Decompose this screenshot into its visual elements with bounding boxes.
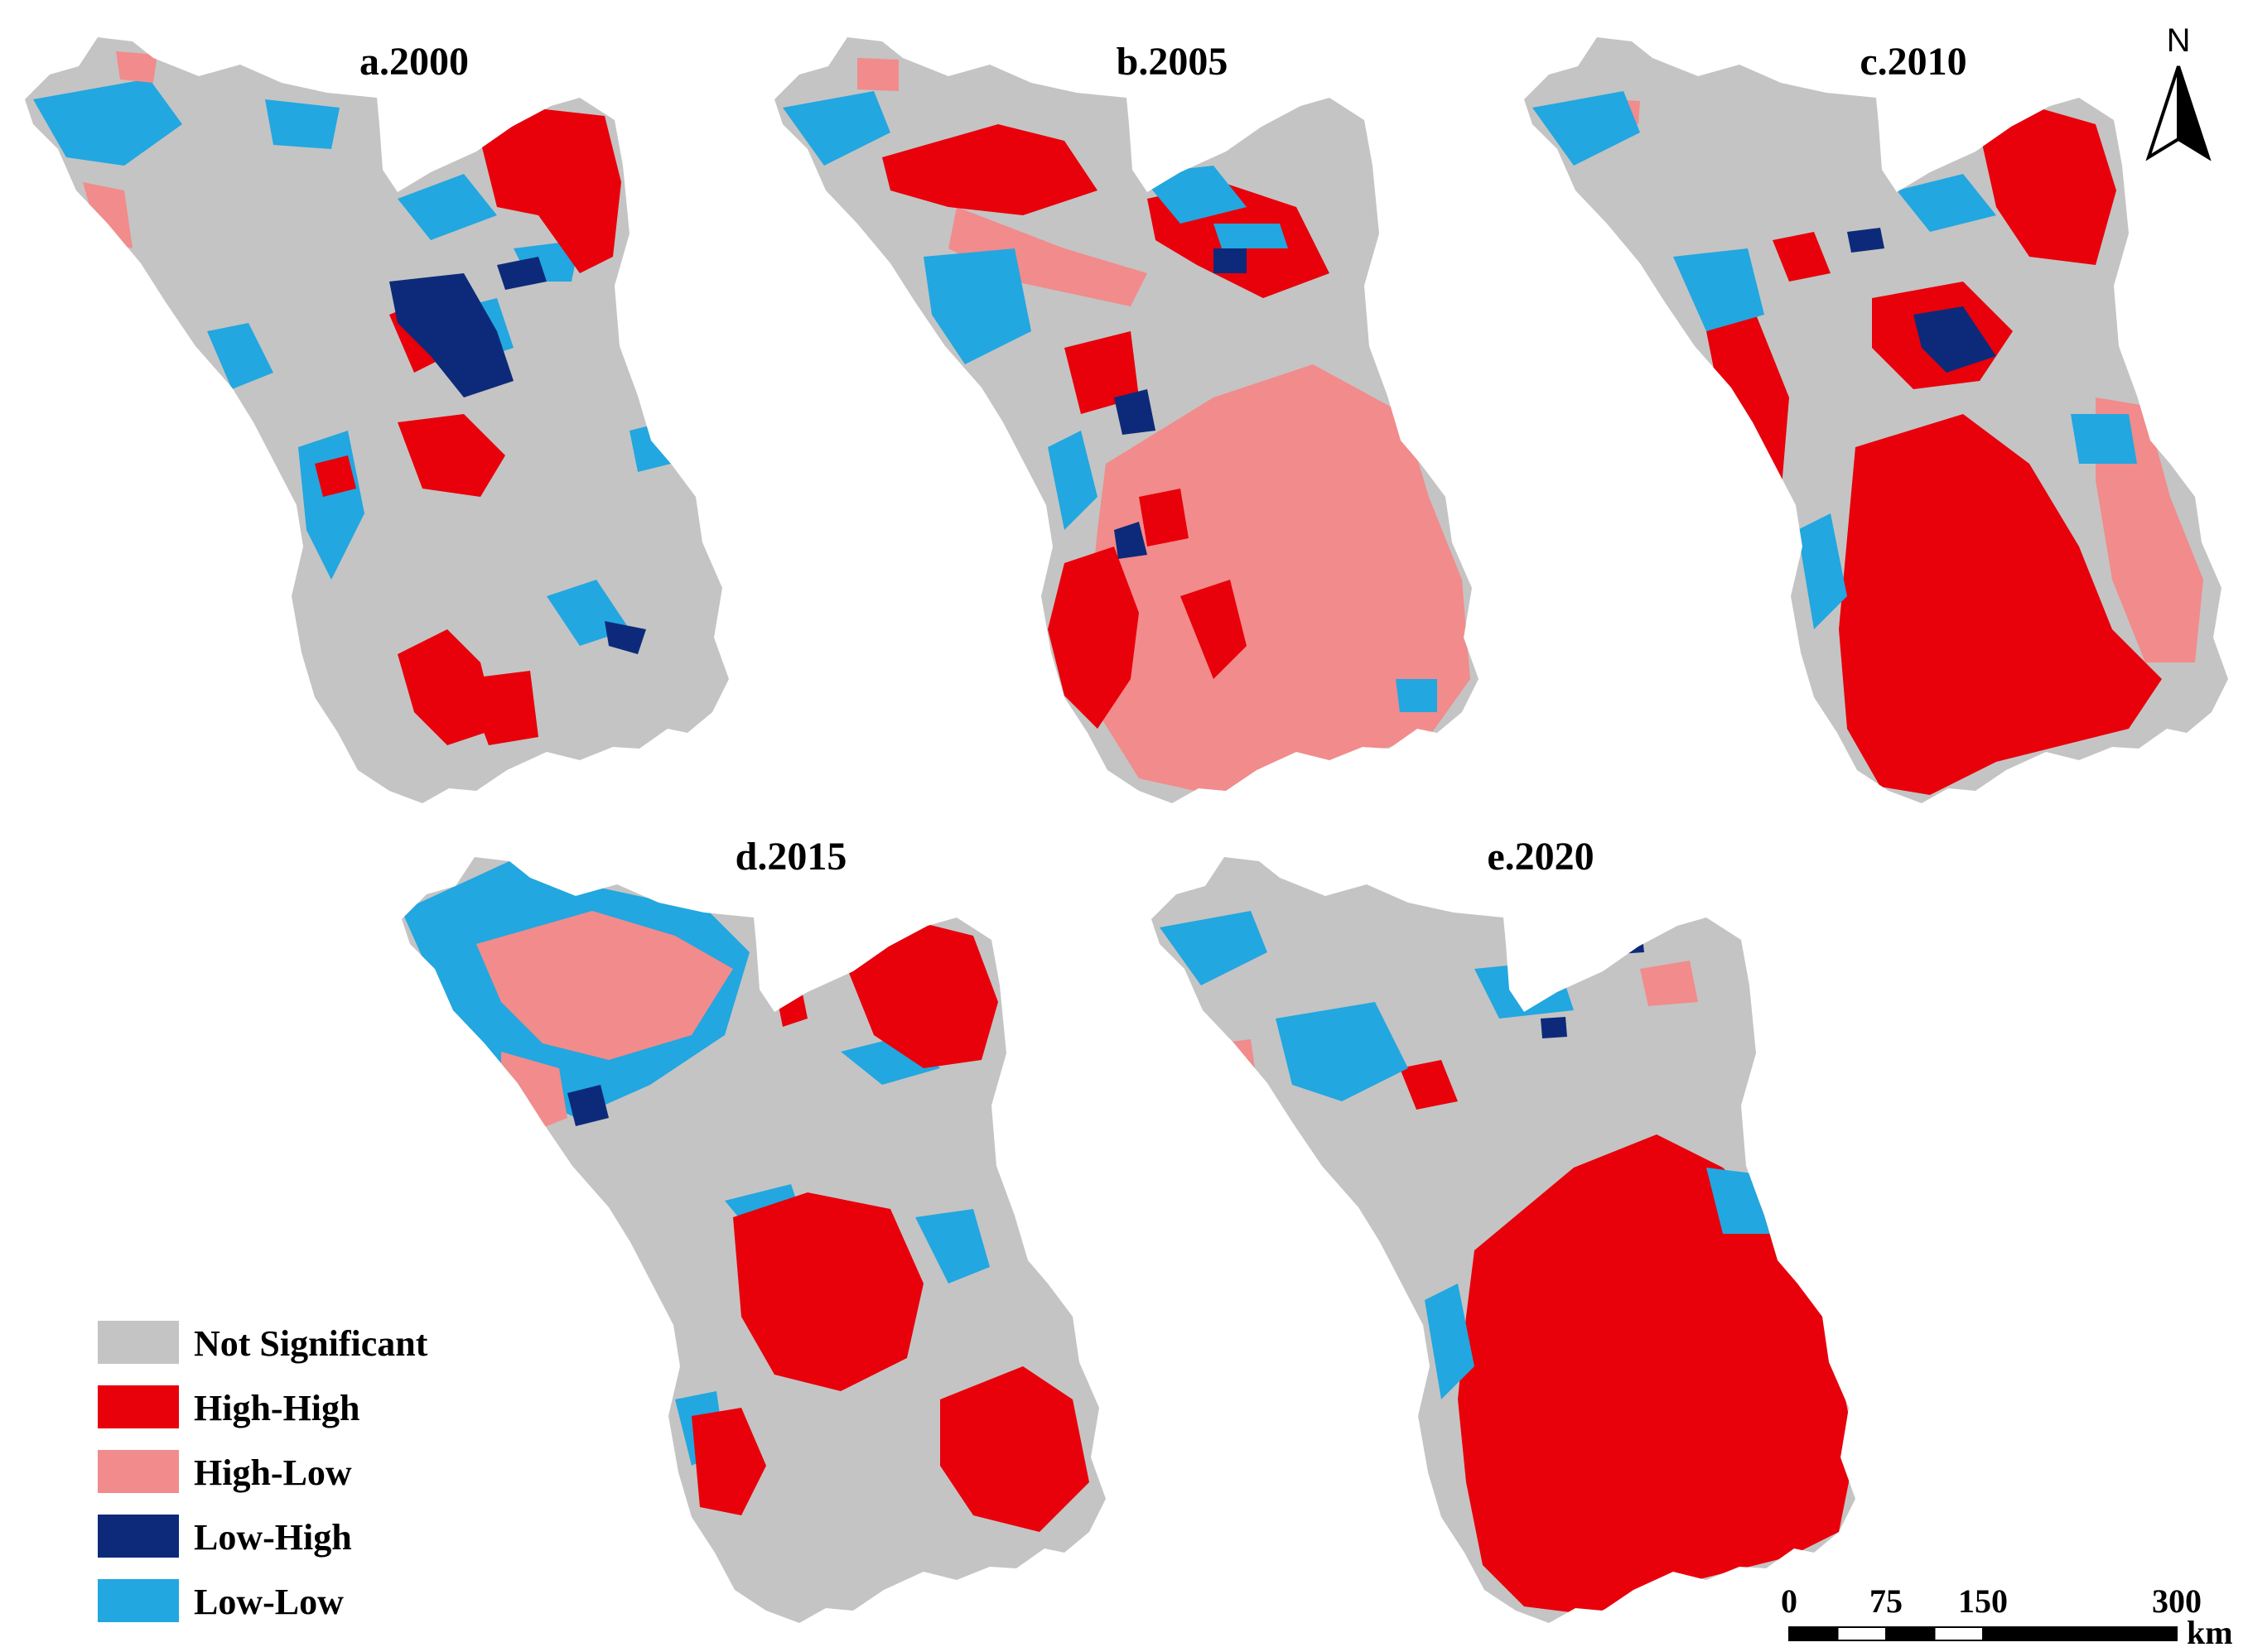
- scale-segment: [1885, 1626, 1936, 1641]
- panel-title: d.2015: [736, 835, 847, 879]
- map-panel-c: c.2010: [1524, 37, 2228, 803]
- scale-tick-label: 300: [2152, 1582, 2202, 1620]
- legend-item-high-low: High-Low: [98, 1450, 352, 1493]
- scale-segment: [1788, 1626, 1839, 1641]
- legend-label: High-High: [194, 1388, 360, 1428]
- map-panel-d: d.2015: [402, 835, 1106, 1623]
- low-low-clusters: [33, 79, 671, 646]
- legend: Not Significant High-High High-Low Low-High…: [98, 1321, 428, 1622]
- panel-title: e.2020: [1487, 835, 1594, 879]
- legend-label: Low-Low: [194, 1582, 344, 1622]
- low-high-clusters: [1847, 228, 1996, 373]
- legend-item-not-significant: Not Significant: [98, 1321, 428, 1364]
- legend-item-high-high: High-High: [98, 1385, 360, 1428]
- panel-title: a.2000: [359, 40, 469, 84]
- low-low-clusters: [783, 91, 1437, 712]
- legend-item-low-high: Low-High: [98, 1515, 352, 1558]
- high-low-clusters: [83, 51, 157, 248]
- scale-segment: [1933, 1626, 1984, 1641]
- legend-label: Low-High: [194, 1517, 352, 1558]
- legend-item-low-low: Low-Low: [98, 1579, 344, 1622]
- high-low-clusters: [857, 58, 1470, 795]
- north-label: N: [2167, 22, 2191, 59]
- scale-tick-label: 150: [1958, 1582, 2008, 1620]
- legend-swatch: [98, 1579, 179, 1622]
- low-high-clusters: [567, 1085, 609, 1126]
- low-low-clusters: [1532, 91, 2137, 629]
- map-panel-e: e.2020: [1151, 835, 1855, 1623]
- panel-title: c.2010: [1860, 40, 1966, 84]
- low-high-clusters: [389, 257, 646, 654]
- map-panel-a: a.2000: [25, 37, 729, 803]
- legend-label: Not Significant: [194, 1323, 428, 1364]
- high-high-clusters: [692, 919, 1089, 1532]
- scale-tick-label: 0: [1781, 1582, 1797, 1620]
- map-panel-b: b.2005: [774, 37, 1479, 803]
- low-high-clusters: [1114, 248, 1247, 559]
- scale-segment: [1836, 1626, 1887, 1641]
- legend-label: High-Low: [194, 1452, 352, 1493]
- scale-unit: km: [2187, 1614, 2233, 1651]
- scale-segment: [1982, 1626, 2178, 1641]
- north-arrow-icon: [2145, 65, 2212, 161]
- legend-swatch: [98, 1385, 179, 1428]
- scale-tick-label: 75: [1869, 1582, 1903, 1620]
- legend-swatch: [98, 1321, 179, 1364]
- legend-swatch: [98, 1515, 179, 1558]
- legend-swatch: [98, 1450, 179, 1493]
- panel-title: b.2005: [1117, 40, 1228, 84]
- north-arrow: N: [2145, 22, 2212, 161]
